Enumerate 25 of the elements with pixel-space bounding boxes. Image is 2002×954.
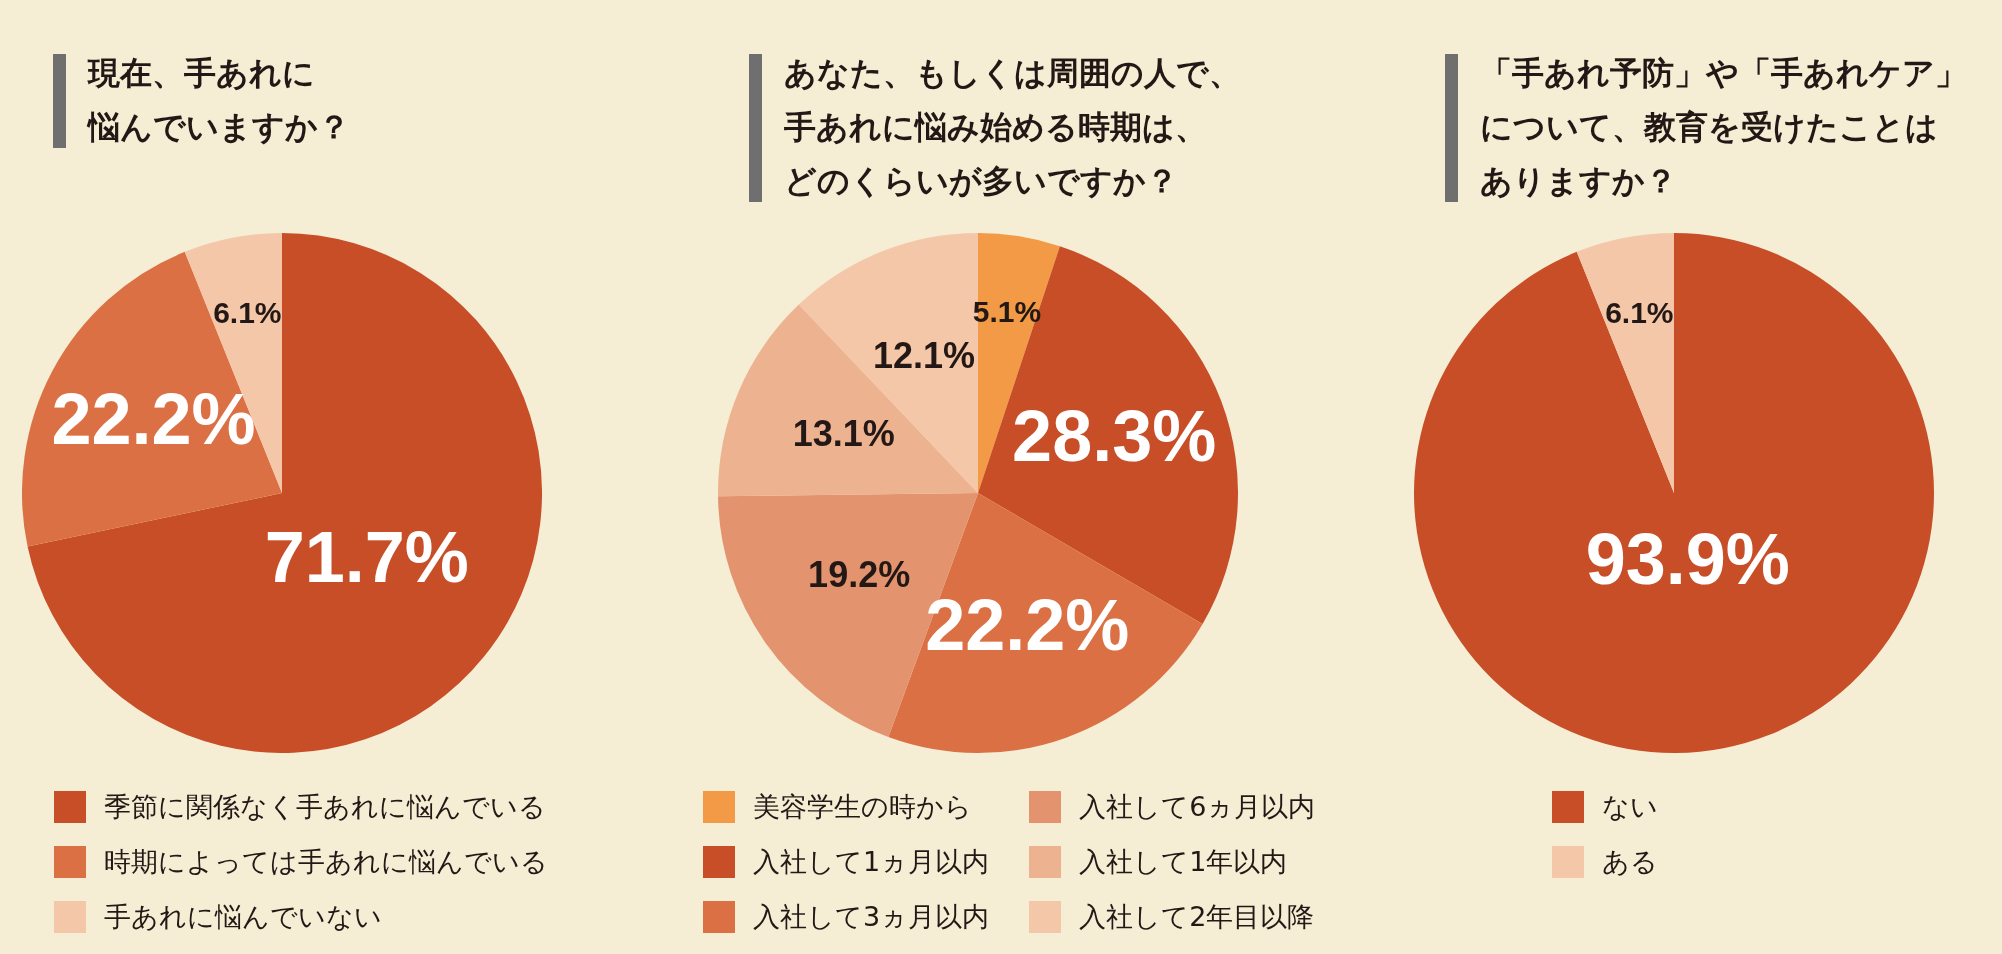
legend-label: 時期によっては手あれに悩んでいる — [104, 844, 548, 879]
data-label: 22.2% — [51, 379, 256, 460]
data-label: 5.1% — [972, 294, 1042, 328]
legend-label: 入社して3ヵ月以内 — [753, 899, 990, 934]
legend-label: 入社して1年以内 — [1079, 844, 1288, 879]
legend-label: ない — [1602, 789, 1658, 824]
legend-label: ある — [1602, 844, 1658, 879]
chart-title: 現在、手あれに悩んでいますか？ — [88, 53, 351, 148]
legend-label: 入社して6ヵ月以内 — [1079, 789, 1316, 824]
chart-title: あなた、もしくは周囲の人で、手あれに悩み始める時期は、どのくらいが多いですか？ — [784, 53, 1242, 202]
legend-label: 手あれに悩んでいない — [104, 899, 382, 934]
data-label: 13.1% — [792, 413, 895, 455]
data-label: 93.9% — [1585, 518, 1790, 599]
data-label: 19.2% — [808, 554, 911, 596]
data-label: 22.2% — [925, 584, 1130, 665]
chart-title: 「手あれ予防」や「手あれケア」について、教育を受けたことはありますか？ — [1480, 53, 1968, 202]
data-label: 6.1% — [213, 295, 282, 329]
data-label: 6.1% — [1605, 295, 1674, 329]
legend-label: 美容学生の時から — [753, 789, 972, 824]
data-label: 12.1% — [872, 334, 976, 376]
legend-label: 入社して1ヵ月以内 — [753, 844, 990, 879]
data-label: 28.3% — [1012, 396, 1217, 477]
legend-label: 季節に関係なく手あれに悩んでいる — [104, 789, 546, 824]
data-label: 71.7% — [264, 516, 469, 597]
legend-label: 入社して2年目以降 — [1079, 899, 1315, 934]
